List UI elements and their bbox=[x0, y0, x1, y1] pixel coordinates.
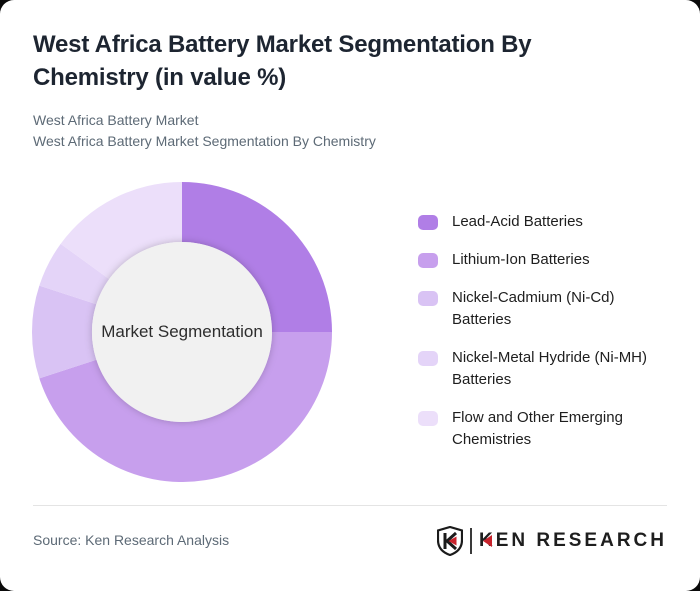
legend-swatch bbox=[418, 253, 438, 268]
legend-label-line: Flow and Other Emerging bbox=[452, 409, 623, 426]
subtitle-line-1: West Africa Battery Market bbox=[33, 112, 199, 128]
donut-segment-3 bbox=[39, 243, 110, 305]
donut-segment-0 bbox=[182, 182, 332, 332]
legend-item: Lead-Acid Batteries bbox=[418, 211, 668, 233]
logo-red-triangle-icon bbox=[482, 535, 492, 547]
logo-separator bbox=[469, 528, 472, 554]
ken-research-logo: K EN RESEARCH bbox=[436, 523, 667, 559]
donut-svg bbox=[32, 182, 332, 482]
subtitle-block: West Africa Battery Market West Africa B… bbox=[33, 110, 653, 152]
legend-swatch bbox=[418, 291, 438, 306]
page-title: West Africa Battery Market Segmentation … bbox=[33, 31, 532, 91]
donut-segment-2 bbox=[32, 285, 97, 379]
legend-label-line: Lead-Acid Batteries bbox=[452, 213, 583, 230]
legend-swatch bbox=[418, 351, 438, 366]
legend-label-line: Batteries bbox=[452, 371, 512, 388]
donut-chart: Market Segmentation bbox=[32, 182, 332, 482]
legend-label-line: Lithium-Ion Batteries bbox=[452, 251, 590, 268]
legend-label-line: Batteries bbox=[452, 311, 512, 328]
legend-label-line: Chemistries bbox=[452, 431, 532, 448]
chart-legend: Lead-Acid Batteries Lithium-Ion Batterie… bbox=[418, 211, 668, 467]
donut-segment-4 bbox=[60, 182, 182, 280]
source-note: Source: Ken Research Analysis bbox=[33, 532, 230, 548]
legend-item: Nickel-Cadmium (Ni-Cd) Batteries bbox=[418, 287, 668, 331]
legend-item: Lithium-Ion Batteries bbox=[418, 249, 668, 271]
legend-label-line: Nickel-Cadmium (Ni-Cd) bbox=[452, 289, 615, 306]
shield-k-icon bbox=[436, 526, 463, 556]
legend-label: Lithium-Ion Batteries bbox=[452, 249, 590, 271]
subtitle-line-2: West Africa Battery Market Segmentation … bbox=[33, 133, 376, 149]
footer-divider bbox=[33, 505, 667, 506]
logo-wordmark-rest: EN RESEARCH bbox=[495, 530, 667, 551]
donut-center-circle bbox=[92, 242, 272, 422]
legend-item: Nickel-Metal Hydride (Ni-MH) Batteries bbox=[418, 347, 668, 391]
legend-label-line: Nickel-Metal Hydride (Ni-MH) bbox=[452, 349, 648, 366]
donut-segment-1 bbox=[39, 332, 332, 482]
legend-swatch bbox=[418, 411, 438, 426]
legend-label: Flow and Other Emerging Chemistries bbox=[452, 407, 623, 451]
legend-item: Flow and Other Emerging Chemistries bbox=[418, 407, 668, 451]
legend-swatch bbox=[418, 215, 438, 230]
legend-label: Lead-Acid Batteries bbox=[452, 211, 583, 233]
logo-wordmark: K EN RESEARCH bbox=[479, 530, 667, 552]
legend-label: Nickel-Metal Hydride (Ni-MH) Batteries bbox=[452, 347, 647, 391]
legend-label: Nickel-Cadmium (Ni-Cd) Batteries bbox=[452, 287, 615, 331]
